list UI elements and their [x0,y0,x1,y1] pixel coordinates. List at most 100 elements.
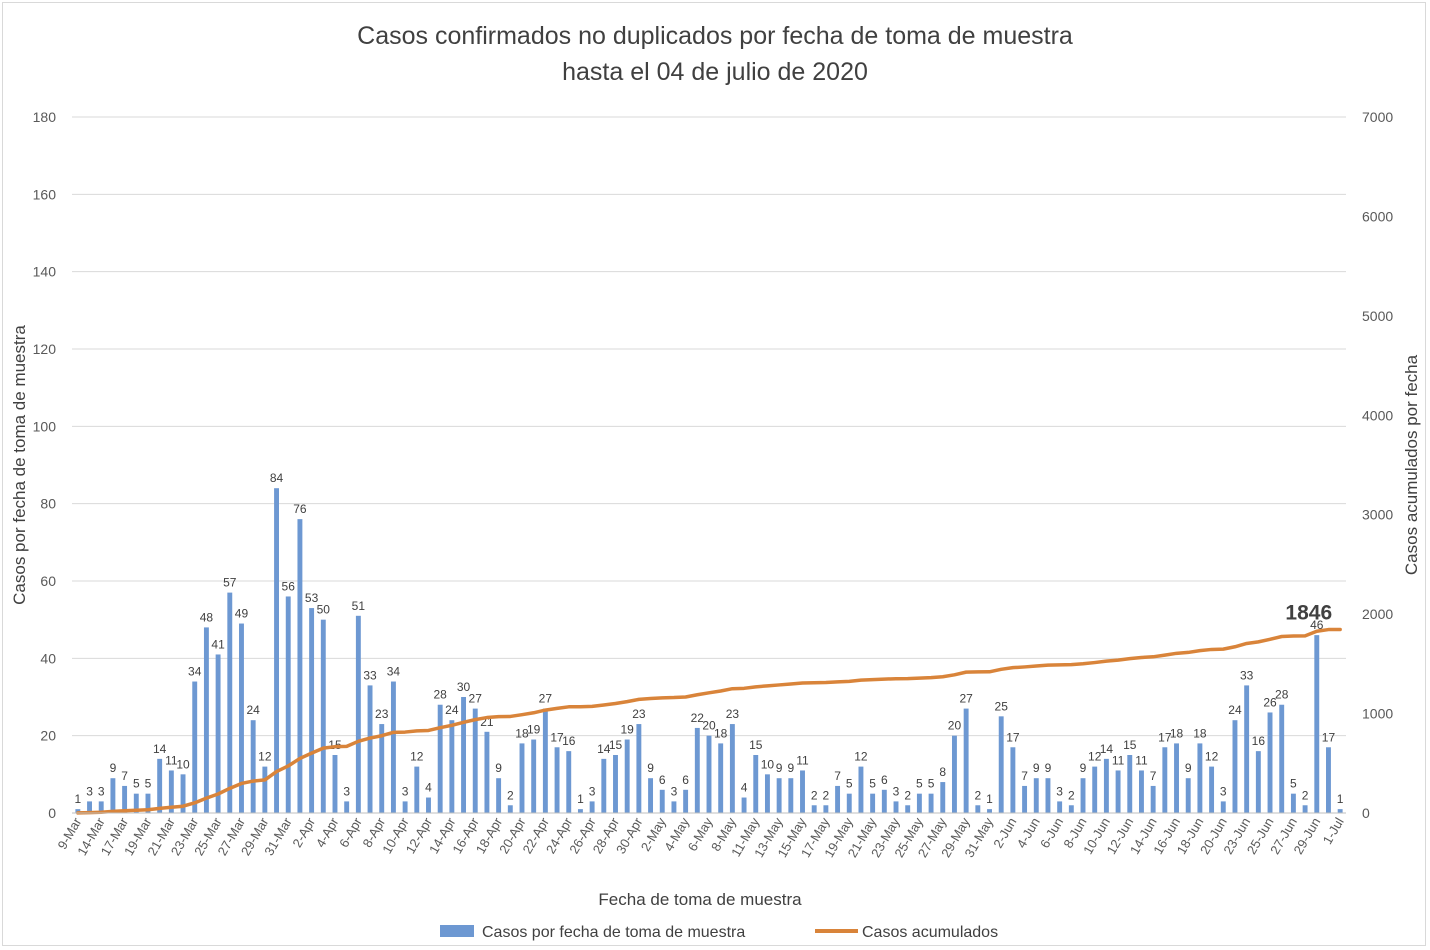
bar [75,809,81,813]
bar-data-label: 3 [402,784,409,798]
bar-data-label: 1 [1337,792,1344,806]
bar-data-label: 76 [293,502,307,516]
bar-data-label: 1 [577,792,584,806]
bar-data-label: 27 [539,692,553,706]
bar-data-label: 9 [1080,761,1087,775]
bar [426,797,431,813]
bar-data-label: 10 [176,757,190,771]
bar-data-label: 56 [282,579,296,593]
bar-data-label: 3 [893,784,900,798]
bar-data-label: 17 [1322,730,1336,744]
y2-tick-label: 1000 [1362,706,1393,722]
y-tick-label: 80 [40,496,56,512]
bar [507,805,513,813]
bar-data-label: 16 [562,734,576,748]
bar-data-label: 7 [834,769,841,783]
y-tick-label: 20 [40,728,56,744]
bar-data-label: 26 [1263,695,1277,709]
bar [180,774,186,813]
bar [1209,766,1215,813]
bar-data-label: 12 [1205,750,1219,764]
bar [776,778,782,813]
bar-data-label: 15 [1123,738,1137,752]
y-tick-label: 40 [40,650,56,666]
bar [1080,778,1086,813]
bar [437,704,443,813]
y-tick-label: 100 [33,418,57,434]
bar [613,755,618,813]
bar [835,785,841,813]
bar [192,681,198,813]
bar [881,789,887,813]
bar-data-label: 15 [749,738,763,752]
bar-data-label: 84 [270,471,284,485]
bar [624,739,630,813]
bar [122,785,128,813]
y-tick-label: 60 [40,573,56,589]
chart-title: Casos confirmados no duplicados por fech… [357,22,1073,50]
bar [1185,778,1191,813]
bar-data-label: 20 [702,719,716,733]
y-tick-label: 120 [33,341,57,357]
bar [332,755,338,813]
bar [963,708,969,813]
bar-data-label: 9 [1045,761,1052,775]
bar [344,801,350,813]
bar [1326,747,1331,813]
bar [250,720,256,813]
bar-data-label: 12 [258,750,272,764]
bar [1255,751,1261,813]
bar-data-label: 7 [121,769,128,783]
bar-data-label: 5 [916,777,923,791]
bar-data-label: 33 [1240,668,1254,682]
bar-data-label: 11 [165,753,178,767]
bar-data-label: 20 [948,719,962,733]
bar-data-label: 22 [691,711,705,725]
bar [355,615,361,813]
bar [1337,809,1343,813]
bar-data-label: 2 [507,788,514,802]
bar [694,727,700,813]
bar-data-label: 19 [621,723,635,737]
bar [554,747,560,813]
bar [566,751,572,813]
bar [659,789,665,813]
bar [519,743,525,813]
bar-data-label: 5 [133,777,140,791]
y2-tick-label: 3000 [1362,507,1393,523]
bar [1022,785,1028,813]
bar-data-label: 23 [726,707,740,721]
bar [472,708,478,813]
bar-data-label: 11 [1112,753,1125,767]
bar [402,801,408,813]
y-tick-label: 140 [33,264,57,280]
bar [1290,793,1296,813]
bar-data-label: 24 [246,703,260,717]
bar-data-label: 2 [1068,788,1075,802]
y2-tick-label: 2000 [1362,606,1393,622]
bar [1244,685,1250,813]
bar-data-label: 8 [939,765,946,779]
bar [1057,801,1063,813]
bar-data-label: 9 [110,761,117,775]
bar [916,793,922,813]
x-tick-label: 2-Apr [289,814,318,850]
bar [414,766,420,813]
bar-data-label: 11 [1135,753,1148,767]
bar-data-label: 2 [904,788,911,802]
bar [729,724,735,813]
bar [145,793,151,813]
bar-data-label: 48 [200,610,214,624]
x-tick-label: 2-Jun [990,815,1019,851]
bar-data-label: 7 [1150,769,1157,783]
bar-data-label: 49 [235,607,249,621]
bar-data-label: 18 [1193,726,1207,740]
bar-data-label: 18 [515,726,529,740]
bar-data-label: 53 [305,591,319,605]
bar [274,488,279,813]
bar-data-label: 18 [714,726,728,740]
bar [998,716,1004,813]
bar [788,778,794,813]
